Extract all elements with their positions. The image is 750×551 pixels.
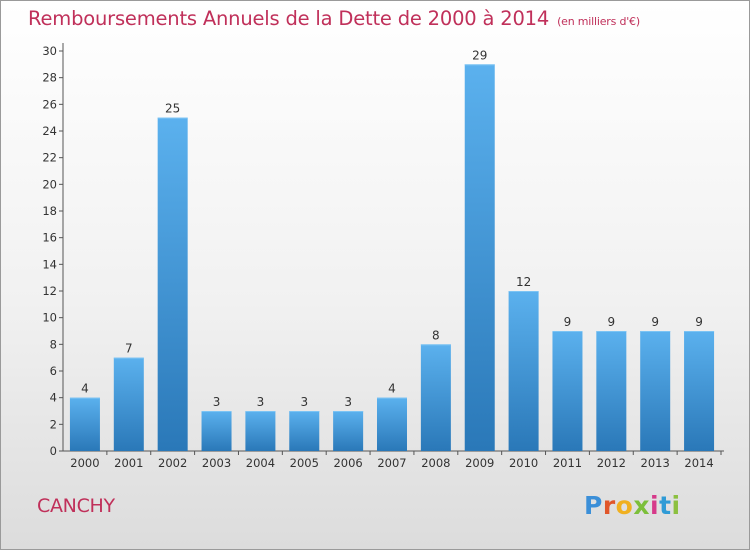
x-tick-label: 2008 <box>421 456 450 470</box>
logo-letter: i <box>650 491 660 520</box>
data-label: 3 <box>300 395 308 409</box>
x-tick-label: 2011 <box>553 456 582 470</box>
x-tick-label: 2013 <box>641 456 670 470</box>
data-label: 9 <box>651 315 659 329</box>
bar <box>420 344 451 451</box>
x-tick-label: 2006 <box>333 456 362 470</box>
logo-letter: t <box>659 491 672 520</box>
x-tick-label: 2014 <box>684 456 713 470</box>
y-tick-label: 0 <box>50 444 57 458</box>
y-tick-label: 14 <box>42 257 57 271</box>
title-text: Remboursements Annuels de la Dette de 20… <box>28 7 550 30</box>
data-label: 12 <box>516 275 531 289</box>
x-tick-label: 2010 <box>509 456 538 470</box>
data-label: 7 <box>125 342 133 356</box>
title-unit: (en milliers d'€) <box>557 15 640 28</box>
x-tick-label: 2012 <box>597 456 626 470</box>
y-tick-label: 26 <box>42 97 57 111</box>
y-tick-label: 18 <box>42 204 57 218</box>
y-tick-label: 2 <box>50 417 57 431</box>
x-tick-label: 2001 <box>114 456 143 470</box>
logo-letter: i <box>671 491 681 520</box>
x-tick-label: 2009 <box>465 456 494 470</box>
bars <box>69 64 715 452</box>
proxiti-logo: Proxiti <box>584 491 681 520</box>
y-tick-label: 30 <box>42 44 57 58</box>
data-label: 3 <box>344 395 352 409</box>
y-tick-label: 24 <box>42 124 57 138</box>
y-tick-label: 28 <box>42 71 57 85</box>
data-label: 25 <box>165 102 180 116</box>
bar <box>157 117 188 452</box>
bar <box>245 411 276 451</box>
bar <box>69 397 100 451</box>
chart-title: Remboursements Annuels de la Dette de 20… <box>28 7 640 30</box>
x-tick-label: 2007 <box>377 456 406 470</box>
commune-name: CANCHY <box>37 495 115 517</box>
bar <box>113 357 144 451</box>
data-label: 9 <box>564 315 572 329</box>
bar <box>333 411 364 451</box>
y-tick-label: 16 <box>42 231 57 245</box>
data-label: 4 <box>388 382 396 396</box>
y-tick-label: 8 <box>50 337 57 351</box>
data-label: 8 <box>432 328 440 342</box>
y-tick-label: 10 <box>42 311 57 325</box>
data-label: 3 <box>213 395 221 409</box>
logo-letter: r <box>602 491 616 520</box>
bar <box>596 331 627 451</box>
bar <box>464 64 495 452</box>
x-tick-label: 2005 <box>290 456 319 470</box>
data-label: 9 <box>695 315 703 329</box>
y-tick-label: 20 <box>42 177 57 191</box>
bar <box>377 397 407 451</box>
y-tick-label: 22 <box>42 151 57 165</box>
data-label: 29 <box>472 48 487 62</box>
bar <box>552 331 583 451</box>
data-label: 9 <box>608 315 616 329</box>
logo-letter: P <box>584 491 603 520</box>
x-tick-label: 2002 <box>158 456 187 470</box>
x-tick-label: 2000 <box>70 456 99 470</box>
data-label: 4 <box>81 382 89 396</box>
x-tick-label: 2004 <box>246 456 275 470</box>
bar <box>684 331 715 451</box>
logo-letter: x <box>633 491 650 520</box>
bar <box>289 411 320 451</box>
y-tick-label: 4 <box>50 391 57 405</box>
data-label: 3 <box>257 395 265 409</box>
x-tick-label: 2003 <box>202 456 231 470</box>
y-tick-label: 6 <box>50 364 57 378</box>
logo-letter: o <box>615 491 634 520</box>
bar <box>201 411 232 451</box>
bar <box>640 331 671 451</box>
bar <box>508 291 539 451</box>
y-tick-label: 12 <box>42 284 57 298</box>
